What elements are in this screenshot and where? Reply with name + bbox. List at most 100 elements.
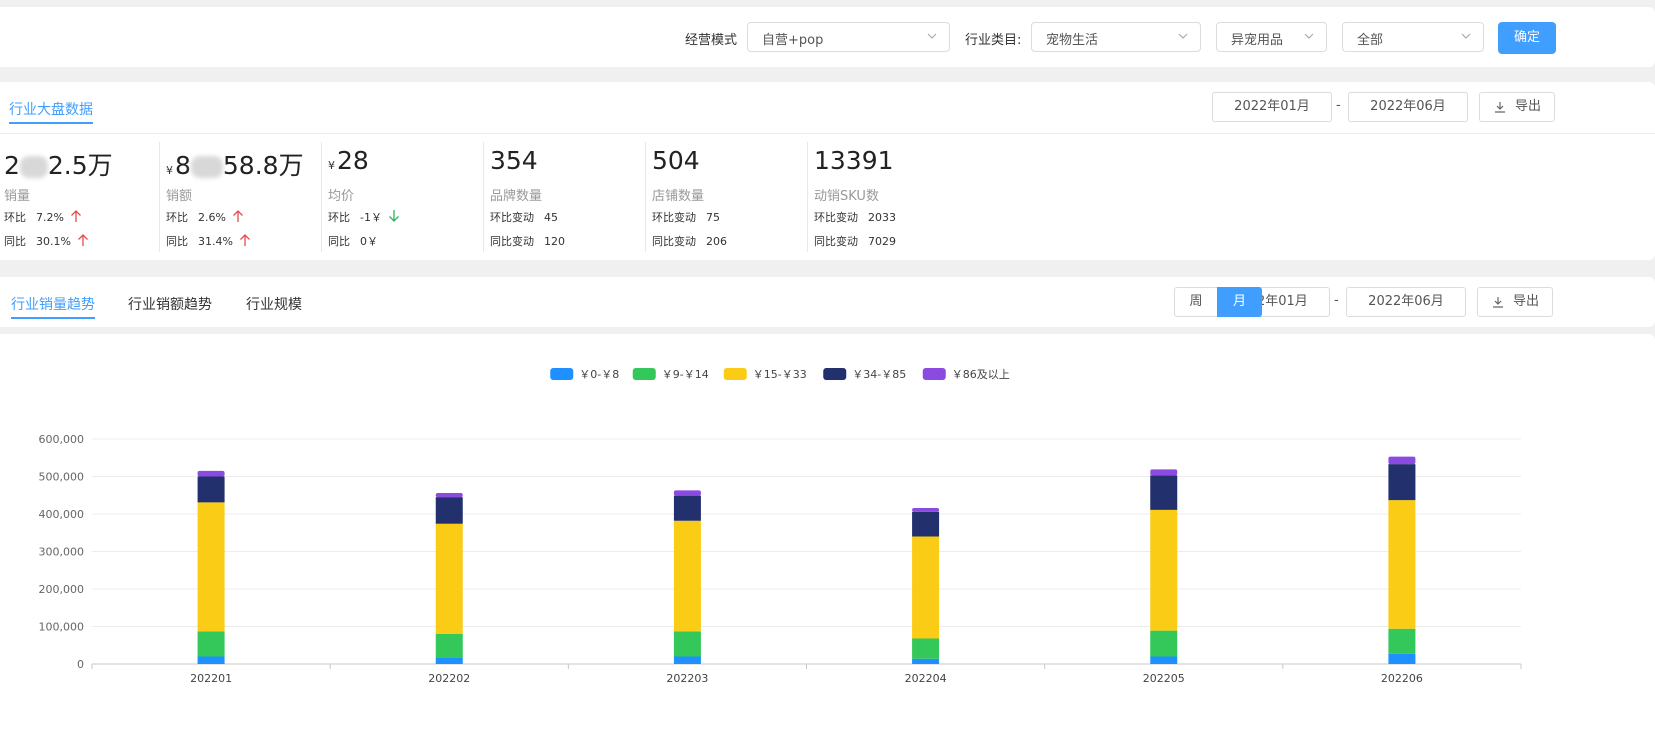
trend-export-button[interactable]: 导出 xyxy=(1477,287,1553,317)
bar-segment xyxy=(435,497,463,524)
y-tick-label: 600,000 xyxy=(39,433,85,446)
overview-date-end[interactable]: 2022年06月 xyxy=(1348,92,1468,122)
sales-volume-chart: 0 100,000 200,000 300,000 400,000 500,000 600,… xyxy=(39,368,1522,685)
arrow-up-icon xyxy=(239,234,250,246)
metric-value: 504 xyxy=(652,146,700,175)
metric-name: 动销SKU数 xyxy=(814,189,879,204)
divider xyxy=(807,142,808,252)
granularity-month-button[interactable]: 月 xyxy=(1217,287,1262,317)
divider xyxy=(321,142,322,252)
tab-industry-overview[interactable]: 行业大盘数据 xyxy=(9,99,93,124)
metric-value: ¥28 xyxy=(328,146,369,175)
chevron-down-icon xyxy=(1178,33,1188,39)
divider xyxy=(483,142,484,252)
metric-yoy: 同比变动 7029 xyxy=(814,235,896,248)
subcategory-select-value: 异宠用品 xyxy=(1231,33,1284,48)
arrow-up-icon xyxy=(77,234,88,246)
subcategory-select[interactable]: 异宠用品 xyxy=(1216,22,1327,52)
legend-swatch xyxy=(823,368,847,380)
metric-value: 354 xyxy=(490,146,538,175)
trend-header: 行业销量趋势 行业销额趋势 行业规模 2022年01月 - 2022年06月 导… xyxy=(0,277,1655,327)
mode-select[interactable]: 自营+pop xyxy=(747,22,950,52)
y-tick-label: 100,000 xyxy=(39,621,85,634)
bar-segment xyxy=(673,520,701,632)
legend-label: ￥9-￥14 xyxy=(662,368,709,381)
metric-name: 品牌数量 xyxy=(490,189,543,204)
bar-segment xyxy=(1388,456,1416,465)
bar-segment xyxy=(673,490,701,496)
divider xyxy=(0,133,1655,134)
metric-brand-count: 354 品牌数量 环比变动 45 同比变动 120 xyxy=(483,142,650,252)
confirm-button[interactable]: 确定 xyxy=(1498,22,1556,54)
metric-value: ¥8 58.8万 xyxy=(166,151,304,180)
metric-value: 13391 xyxy=(814,146,894,175)
bar-segment xyxy=(1388,464,1416,501)
metric-sales-amount: ¥8 58.8万 销额 环比 2.6% 同比 31.4% xyxy=(159,142,326,252)
bar-segment xyxy=(1388,653,1416,664)
y-tick-label: 200,000 xyxy=(39,583,85,596)
scope-select[interactable]: 全部 xyxy=(1342,22,1484,52)
metric-avg-price: ¥28 均价 环比 -1￥ 同比 0￥ xyxy=(321,142,488,252)
granularity-week-button[interactable]: 周 xyxy=(1174,287,1218,317)
metric-store-count: 504 店铺数量 环比变动 75 同比变动 206 xyxy=(645,142,812,252)
bar-segment xyxy=(912,536,940,639)
overview-export-button[interactable]: 导出 xyxy=(1479,92,1555,122)
overview-date-start[interactable]: 2022年01月 xyxy=(1212,92,1332,122)
bar-segment xyxy=(435,493,463,498)
legend-label: ￥34-￥85 xyxy=(852,368,906,381)
bar-segment xyxy=(435,657,463,664)
divider xyxy=(645,142,646,252)
metric-value: 2 2.5万 xyxy=(4,151,113,180)
y-tick-label: 300,000 xyxy=(39,546,85,559)
legend-swatch xyxy=(723,368,747,380)
legend-item[interactable]: ￥15-￥33 xyxy=(723,368,807,381)
export-label: 导出 xyxy=(1515,99,1542,114)
chevron-down-icon xyxy=(927,33,937,39)
arrow-up-icon xyxy=(232,210,243,222)
metric-name: 销额 xyxy=(166,189,193,204)
category-select[interactable]: 宠物生活 xyxy=(1031,22,1201,52)
y-tick-label: 0 xyxy=(77,658,84,671)
legend-item[interactable]: ￥9-￥14 xyxy=(632,368,709,381)
bar-segment xyxy=(912,508,940,512)
x-tick-label: 202204 xyxy=(905,672,947,685)
legend-label: ￥86及以上 xyxy=(952,368,1010,381)
tab-sales-volume-trend[interactable]: 行业销量趋势 xyxy=(11,294,95,319)
bar-segment xyxy=(1388,500,1416,629)
tab-industry-scale[interactable]: 行业规模 xyxy=(246,297,302,313)
x-tick-label: 202201 xyxy=(190,672,232,685)
legend-item[interactable]: ￥34-￥85 xyxy=(823,368,906,381)
legend-label: ￥15-￥33 xyxy=(753,368,807,381)
metric-name: 店铺数量 xyxy=(652,189,705,204)
bar-segment xyxy=(1150,469,1178,476)
legend-item[interactable]: ￥86及以上 xyxy=(922,368,1010,381)
trend-date-end[interactable]: 2022年06月 xyxy=(1346,287,1466,317)
category-label: 行业类目: xyxy=(965,33,1022,48)
divider xyxy=(159,142,160,252)
metric-mom: 环比变动 2033 xyxy=(814,211,896,224)
chart-panel xyxy=(0,334,1655,744)
download-icon xyxy=(1493,297,1503,308)
metric-mom: 环比变动 45 xyxy=(490,211,558,224)
bar-segment xyxy=(1150,475,1178,510)
y-tick-label: 500,000 xyxy=(39,471,85,484)
legend-swatch xyxy=(632,368,656,380)
download-icon xyxy=(1495,102,1505,113)
bar-segment xyxy=(1150,656,1178,664)
metric-yoy: 同比 30.1% xyxy=(4,233,89,249)
bar-segment xyxy=(435,523,463,634)
legend-item[interactable]: ￥0-￥8 xyxy=(550,368,619,381)
arrow-down-icon xyxy=(389,210,399,222)
bar-segment xyxy=(673,631,701,657)
tab-sales-amount-trend[interactable]: 行业销额趋势 xyxy=(128,297,212,313)
x-tick-label: 202205 xyxy=(1143,672,1185,685)
bar-segment xyxy=(673,656,701,664)
metric-yoy: 同比 31.4% xyxy=(166,233,251,249)
metric-yoy: 同比 0￥ xyxy=(328,235,378,248)
legend-swatch xyxy=(922,368,946,380)
bar-segment xyxy=(197,656,225,664)
bar-segment xyxy=(197,470,225,477)
date-range-dash: - xyxy=(1336,98,1341,113)
bar-segment xyxy=(912,658,940,664)
date-range-dash: - xyxy=(1334,293,1339,308)
